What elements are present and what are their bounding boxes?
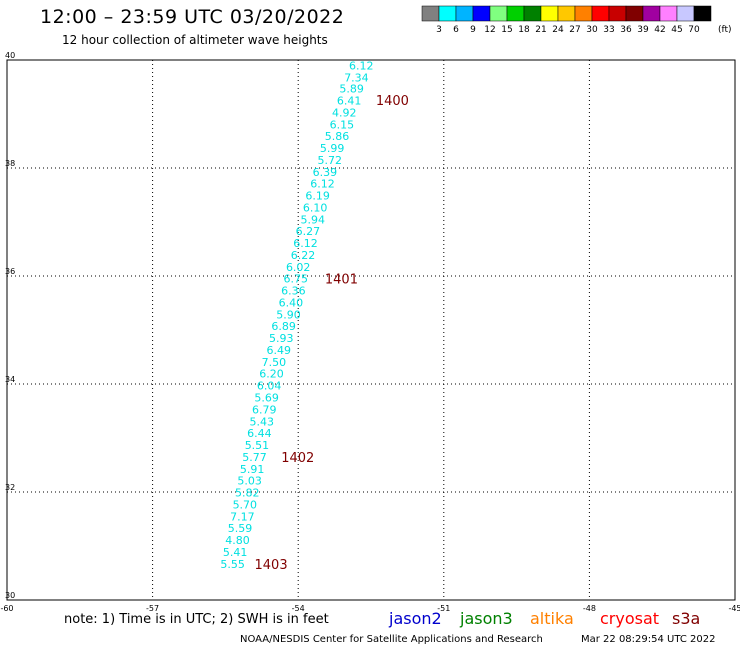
- legend-jason3: jason3: [460, 609, 513, 628]
- wave-height-value: 6.27: [296, 225, 321, 238]
- wave-height-value: 6.12: [310, 178, 335, 191]
- wave-height-value: 6.89: [271, 320, 296, 333]
- colorbar-label: 36: [620, 25, 632, 35]
- wave-height-value: 6.39: [313, 166, 338, 179]
- x-tick-label: -54: [292, 604, 305, 613]
- wave-height-value: 5.86: [325, 130, 350, 143]
- legend-jason2: jason2: [389, 609, 442, 628]
- credit-organization: NOAA/NESDIS Center for Satellite Applica…: [240, 634, 543, 645]
- colorbar-swatch: [693, 5, 712, 22]
- wave-height-value: 5.69: [254, 392, 279, 405]
- wave-height-value: 6.22: [291, 249, 316, 262]
- time-annotation: 1402: [281, 451, 314, 466]
- wave-height-value: 5.91: [240, 463, 265, 476]
- footer-note: note: 1) Time is in UTC; 2) SWH is in fe…: [64, 612, 329, 627]
- colorbar-label: 3: [436, 25, 442, 35]
- time-annotation: 1403: [255, 558, 288, 573]
- wave-height-value: 5.89: [339, 83, 364, 96]
- y-tick-label: 34: [5, 375, 15, 384]
- wave-height-value: 6.40: [279, 296, 304, 309]
- wave-height-value: 5.77: [242, 451, 267, 464]
- colorbar-label: 18: [518, 25, 530, 35]
- x-tick-label: -57: [146, 604, 159, 613]
- colorbar-unit: (ft): [718, 25, 732, 35]
- y-tick-label: 30: [5, 591, 15, 600]
- wave-height-value: 6.02: [286, 261, 311, 274]
- colorbar-label: 70: [688, 25, 700, 35]
- colorbar-label: 6: [453, 25, 459, 35]
- wave-height-value: 5.41: [223, 546, 248, 559]
- wave-height-value: 5.99: [320, 142, 345, 155]
- y-tick-label: 40: [5, 51, 15, 60]
- wave-height-value: 6.41: [337, 95, 362, 108]
- wave-height-value: 6.12: [349, 59, 374, 72]
- x-tick-label: -48: [583, 604, 596, 613]
- legend-altika: altika: [530, 609, 574, 628]
- wave-height-value: 6.49: [267, 344, 292, 357]
- wave-height-value: 5.51: [245, 439, 270, 452]
- wave-height-value: 6.20: [259, 368, 284, 381]
- time-annotation: 1401: [325, 273, 358, 288]
- colorbar-label: 27: [569, 25, 580, 35]
- wave-height-value: 4.80: [225, 534, 250, 547]
- wave-height-value: 6.04: [257, 380, 282, 393]
- wave-height-value: 5.59: [228, 522, 253, 535]
- plot-frame: [6, 59, 736, 601]
- colorbar-label: 33: [603, 25, 614, 35]
- wave-height-value: 5.82: [235, 487, 260, 500]
- time-annotation: 1400: [376, 94, 409, 109]
- colorbar-label: 12: [484, 25, 495, 35]
- wave-height-value: 5.43: [250, 415, 275, 428]
- wave-height-value: 7.34: [344, 71, 369, 84]
- y-tick-label: 36: [5, 267, 15, 276]
- chart-subtitle: 12 hour collection of altimeter wave hei…: [62, 33, 328, 47]
- x-tick-label: -60: [0, 604, 13, 613]
- colorbar-label: 30: [586, 25, 598, 35]
- x-tick-label: -45: [728, 604, 740, 613]
- wave-height-value: 4.92: [332, 106, 357, 119]
- legend-s3a: s3a: [672, 609, 701, 628]
- wave-height-value: 5.70: [233, 498, 258, 511]
- colorbar-label: 42: [654, 25, 665, 35]
- wave-height-plot: -60 -57 -54 -51 -48 -453032343638406.127.345.…: [0, 51, 740, 613]
- wave-height-value: 6.15: [330, 118, 355, 131]
- wave-height-value: 6.75: [284, 273, 309, 286]
- colorbar-label: 9: [470, 25, 476, 35]
- colorbar-label: 15: [501, 25, 512, 35]
- wave-height-value: 6.10: [303, 201, 328, 214]
- wave-height-value: 6.79: [252, 403, 277, 416]
- wave-height-value: 5.94: [301, 213, 326, 226]
- colorbar-label: 21: [535, 25, 546, 35]
- x-tick-label: -51: [437, 604, 450, 613]
- wave-height-value: 6.19: [305, 190, 330, 203]
- colorbar-label: 45: [671, 25, 682, 35]
- y-tick-label: 38: [5, 159, 15, 168]
- wave-height-value: 5.93: [269, 332, 294, 345]
- wave-height-value: 7.17: [230, 510, 255, 523]
- wave-height-value: 5.90: [276, 308, 301, 321]
- legend-cryosat: cryosat: [600, 609, 660, 628]
- color-scale-legend: 3 6 9 12 15 18 21 24 27 30 33 36 39 42 45 70 (ft): [421, 5, 732, 35]
- y-tick-label: 32: [5, 483, 15, 492]
- colorbar-label: 24: [552, 25, 564, 35]
- credit-timestamp: Mar 22 08:29:54 UTC 2022: [581, 634, 716, 645]
- colorbar-label: 39: [637, 25, 649, 35]
- wave-height-value: 6.44: [247, 427, 272, 440]
- wave-height-value: 5.03: [237, 475, 262, 488]
- wave-height-value: 5.72: [317, 154, 342, 167]
- chart-title: 12:00 – 23:59 UTC 03/20/2022: [40, 6, 345, 28]
- wave-height-value: 7.50: [262, 356, 287, 369]
- wave-height-value: 5.55: [220, 558, 245, 571]
- wave-height-value: 6.36: [281, 285, 306, 298]
- wave-height-value: 6.12: [293, 237, 318, 250]
